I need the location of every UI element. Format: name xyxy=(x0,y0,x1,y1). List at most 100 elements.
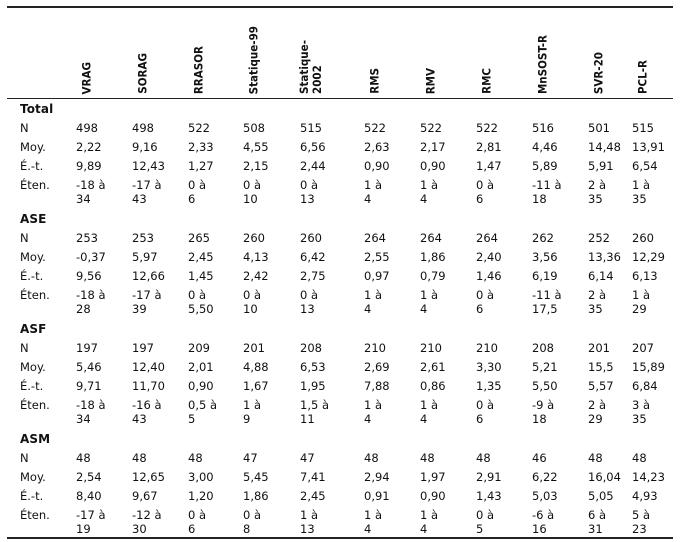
table-cell: -11 à 17,5 xyxy=(532,288,562,316)
table-cell: 9,56 xyxy=(76,269,102,283)
table-cell: 5,45 xyxy=(243,470,269,484)
top-rule xyxy=(7,6,673,8)
table-cell: 48 xyxy=(632,451,647,465)
table-cell: 1 à 29 xyxy=(632,288,651,316)
column-header-label: VRAG xyxy=(79,61,94,94)
table-cell: 7,88 xyxy=(364,379,390,393)
column-header: PCL-R xyxy=(618,8,668,94)
column-header: RMC xyxy=(462,8,512,94)
table-cell: 501 xyxy=(588,121,610,135)
table-cell: 264 xyxy=(364,231,386,245)
table-cell: 48 xyxy=(420,451,435,465)
column-header-label: SORAG xyxy=(135,53,150,94)
table-cell: 207 xyxy=(632,341,654,355)
table-cell: 260 xyxy=(300,231,322,245)
table-cell: 15,5 xyxy=(588,360,614,374)
table-cell: 0 à 13 xyxy=(300,178,319,206)
table-cell: 515 xyxy=(632,121,654,135)
table-cell: 12,43 xyxy=(132,159,165,173)
table-cell: -17 à 19 xyxy=(76,508,106,536)
table-cell: 13,36 xyxy=(588,250,621,264)
column-header-label: RMC xyxy=(479,68,494,94)
table-cell: 2,45 xyxy=(300,489,326,503)
table-cell: 4,88 xyxy=(243,360,269,374)
table-cell: -17 à 43 xyxy=(132,178,162,206)
table-cell: 48 xyxy=(588,451,603,465)
table-cell: 9,67 xyxy=(132,489,158,503)
table-cell: 48 xyxy=(132,451,147,465)
table-cell: 498 xyxy=(132,121,154,135)
table-cell: 6,54 xyxy=(632,159,658,173)
table-cell: 12,40 xyxy=(132,360,165,374)
table-cell: 0 à 13 xyxy=(300,288,319,316)
table-cell: 0 à 6 xyxy=(476,398,495,426)
table-cell: 6,42 xyxy=(300,250,326,264)
table-cell: 6,13 xyxy=(632,269,658,283)
row-label: Moy. xyxy=(20,360,46,374)
column-header-label: PCL-R xyxy=(635,59,650,94)
table-cell: 2,63 xyxy=(364,140,390,154)
column-header: Statique- 2002 xyxy=(286,8,336,94)
table-cell: 48 xyxy=(476,451,491,465)
table-cell: 0,90 xyxy=(188,379,214,393)
table-cell: 2,81 xyxy=(476,140,502,154)
section-title: ASM xyxy=(20,432,51,446)
table-cell: 5,57 xyxy=(588,379,614,393)
table-cell: 262 xyxy=(532,231,554,245)
table-cell: 522 xyxy=(420,121,442,135)
table-cell: 1,43 xyxy=(476,489,502,503)
table-cell: 2 à 35 xyxy=(588,288,607,316)
table-cell: 1,86 xyxy=(420,250,446,264)
table-cell: 2 à 35 xyxy=(588,178,607,206)
table-cell: 208 xyxy=(300,341,322,355)
table-cell: 210 xyxy=(420,341,442,355)
table-cell: 4,93 xyxy=(632,489,658,503)
table-cell: 1 à 35 xyxy=(632,178,651,206)
row-label: Éten. xyxy=(20,178,50,192)
table-cell: 1 à 4 xyxy=(364,288,383,316)
table-cell: 47 xyxy=(243,451,258,465)
table-cell: 2,44 xyxy=(300,159,326,173)
table-cell: 0 à 6 xyxy=(476,288,495,316)
table-cell: -12 à 30 xyxy=(132,508,162,536)
table-cell: 1,97 xyxy=(420,470,446,484)
table-cell: 12,66 xyxy=(132,269,165,283)
table-cell: 14,48 xyxy=(588,140,621,154)
row-label: N xyxy=(20,341,29,355)
table-cell: 1,45 xyxy=(188,269,214,283)
table-cell: 15,89 xyxy=(632,360,665,374)
table-cell: 6,22 xyxy=(532,470,558,484)
table-cell: 0 à 6 xyxy=(476,178,495,206)
table-cell: 11,70 xyxy=(132,379,165,393)
table-cell: 5,21 xyxy=(532,360,558,374)
table-cell: 4,13 xyxy=(243,250,269,264)
table-cell: 522 xyxy=(476,121,498,135)
table-cell: 264 xyxy=(476,231,498,245)
table-cell: 201 xyxy=(588,341,610,355)
table-cell: 1 à 13 xyxy=(300,508,319,536)
table-cell: 197 xyxy=(76,341,98,355)
table-cell: 2,69 xyxy=(364,360,390,374)
row-label: É.-t. xyxy=(20,379,44,393)
table-cell: 2,22 xyxy=(76,140,102,154)
row-label: Moy. xyxy=(20,250,46,264)
column-header-label: RRASOR xyxy=(191,45,206,94)
table-cell: 2,17 xyxy=(420,140,446,154)
table-cell: 2,61 xyxy=(420,360,446,374)
table-cell: 1,95 xyxy=(300,379,326,393)
table-cell: 2,40 xyxy=(476,250,502,264)
table-cell: 9,89 xyxy=(76,159,102,173)
column-header: MnSOST-R xyxy=(518,8,568,94)
table-cell: 9,71 xyxy=(76,379,102,393)
table-cell: 3 à 35 xyxy=(632,398,651,426)
table-cell: 210 xyxy=(476,341,498,355)
table-cell: 3,56 xyxy=(532,250,558,264)
table-cell: 4,55 xyxy=(243,140,269,154)
table-cell: 516 xyxy=(532,121,554,135)
table-cell: 0 à 10 xyxy=(243,288,262,316)
column-header-label: Statique-99 xyxy=(246,25,261,94)
table-cell: 5,50 xyxy=(532,379,558,393)
table-cell: 2,15 xyxy=(243,159,269,173)
table-cell: 208 xyxy=(532,341,554,355)
